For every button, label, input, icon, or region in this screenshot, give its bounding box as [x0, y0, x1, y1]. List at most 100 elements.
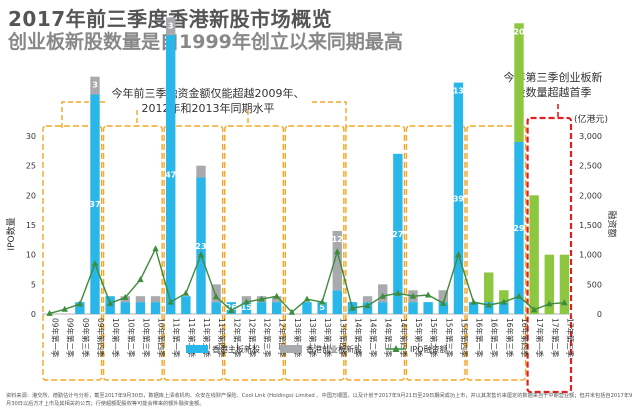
x-tick-label: 10年第三季	[141, 318, 151, 358]
y-right-tick: 2,500	[579, 162, 602, 171]
bar-main-label: 5	[319, 303, 325, 312]
y-left-tick: 30	[26, 132, 36, 141]
x-tick-label: 12年第四季	[278, 318, 288, 358]
ipo-point	[258, 295, 265, 302]
y-left-tick: 10	[26, 251, 36, 260]
bar-gem	[332, 230, 342, 291]
ipo-point	[91, 260, 99, 267]
ipo-point	[106, 299, 114, 306]
y-left-tick: 15	[26, 221, 36, 230]
x-tick-label: 13年第二季	[308, 318, 318, 358]
footnote: 资料来源：港交所、德勤估计与分析，截至2017年9月30日，数据库上清收机构、众…	[6, 393, 633, 407]
bar-main-board	[211, 302, 221, 314]
x-tick-label: 11年第四季	[217, 318, 227, 358]
ipo-point	[197, 251, 205, 258]
ipo-point	[349, 304, 356, 311]
legend-label-main: 香港主板新股	[212, 344, 260, 354]
ipo-point	[61, 305, 68, 312]
ipo-point	[122, 293, 129, 300]
ipo-point	[137, 276, 144, 283]
bar-gem-label: 3	[92, 81, 98, 90]
highlight-box	[224, 125, 284, 381]
highlight-box	[42, 125, 103, 381]
x-tick-label: 11年第三季	[202, 318, 212, 358]
bar-gem	[90, 76, 100, 95]
bar-main-board	[75, 302, 85, 314]
bar-main-board	[241, 302, 252, 314]
ipo-point	[424, 291, 432, 298]
bar-gem	[529, 195, 539, 314]
bar-main-board	[332, 290, 342, 314]
bar-main-label: 39	[453, 194, 465, 203]
legend-label-gem: 香港创业板新股	[306, 344, 362, 354]
bar-main-board	[438, 302, 448, 314]
x-tick-label: 15年第四季	[459, 318, 469, 358]
ipo-point	[228, 306, 235, 313]
y-right-tick: 1,000	[579, 251, 602, 260]
right-axis-unit: (亿港元)	[574, 115, 609, 125]
x-tick-label: 17年第一季	[535, 318, 545, 358]
x-tick-label: 09年第三季	[81, 318, 91, 358]
bar-gem	[362, 296, 373, 303]
bar-main-board	[196, 177, 206, 314]
ipo-point	[167, 298, 174, 305]
bar-gem-label: 13	[453, 87, 464, 96]
ipo-point	[243, 298, 250, 305]
bar-main-board	[150, 302, 161, 314]
x-tick-label: 09年第四季	[96, 318, 106, 358]
bar-gem-label: 12	[332, 235, 343, 244]
y-right-title: 融资额	[606, 210, 618, 237]
bar-gem	[484, 272, 494, 303]
bar-main-board	[166, 35, 176, 315]
y-right-tick: 2,000	[579, 191, 602, 200]
y-right-tick: 3,000	[579, 132, 602, 141]
x-tick-label: 14年第四季	[399, 318, 409, 358]
x-tick-label: 12年第一季	[232, 318, 242, 358]
x-tick-label: 14年第一季	[353, 318, 363, 358]
x-tick-label: 16年第二季	[490, 318, 500, 358]
bar-main-board	[256, 302, 267, 314]
legend-marker-line	[392, 345, 400, 352]
bar-main-board	[423, 302, 433, 314]
bar-main-board	[408, 302, 418, 314]
ipo-point	[455, 251, 462, 258]
bar-main-board	[272, 302, 282, 314]
x-tick-label: 11年第一季	[172, 318, 182, 358]
ipo-point	[288, 308, 296, 315]
bar-gem	[196, 165, 206, 178]
ipo-point	[318, 298, 326, 305]
ipo-point	[500, 298, 508, 305]
ipo-point	[394, 289, 402, 296]
highlight-box	[284, 125, 345, 381]
x-tick-label: 16年第四季	[520, 318, 530, 358]
bar-main-board	[302, 302, 312, 314]
ipo-point	[470, 298, 477, 305]
x-tick-label: 17年第二季	[550, 318, 560, 358]
y-right-tick: 0	[597, 310, 602, 319]
x-tick-label: 17年第三季	[565, 318, 575, 358]
callout-right-line1: 今年第三季创业板新	[503, 71, 603, 84]
callout-right: 今年第三季创业板新 股数量超越首季	[488, 70, 618, 100]
highlight-box	[102, 125, 163, 381]
bar-gem	[438, 290, 448, 303]
y-left-tick: 0	[31, 310, 36, 319]
y-right-tick: 500	[587, 280, 602, 289]
ipo-point	[379, 292, 386, 299]
x-tick-label: 13年第四季	[338, 318, 348, 358]
bar-main-board	[135, 302, 146, 314]
ipo-point	[76, 300, 84, 307]
bar-main-label: 37	[89, 200, 100, 209]
legend-swatch-main	[186, 345, 208, 353]
x-tick-label: 10年第四季	[157, 318, 167, 358]
x-tick-label: 14年第三季	[384, 318, 394, 358]
y-right-tick: 1,500	[579, 221, 602, 230]
ipo-point	[273, 292, 280, 299]
ipo-point	[546, 300, 553, 307]
x-tick-label: 15年第三季	[444, 318, 454, 358]
callout-bracket-left	[61, 101, 105, 128]
ipo-point	[334, 248, 341, 255]
callout-right-line2: 股数量超越首季	[514, 86, 592, 99]
bar-main-board	[90, 94, 100, 314]
x-tick-label: 16年第三季	[505, 318, 515, 358]
ipo-point	[364, 302, 371, 309]
